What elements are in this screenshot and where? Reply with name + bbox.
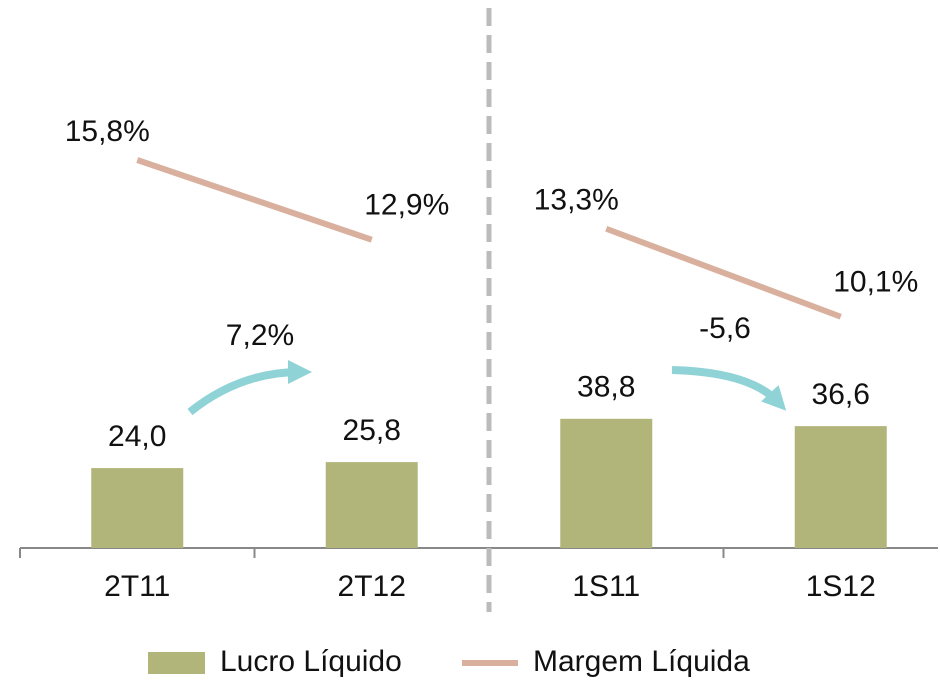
data-label: 15,8% [65,115,150,148]
growth-arrow [187,360,312,416]
bar [325,462,418,548]
decline-arrow [671,366,787,411]
x-tick-label: 1S12 [806,570,876,603]
data-label: 13,3% [534,184,619,217]
legend-label: Lucro Líquido [220,645,402,678]
data-label: 38,8 [577,371,635,404]
annotation: -5,6 [699,312,751,345]
x-tick-label: 2T12 [338,570,406,603]
line [605,225,842,320]
line [136,157,373,243]
data-label: 36,6 [812,378,870,411]
bar [794,426,887,548]
x-tick-label: 2T11 [104,570,170,603]
data-label: 24,0 [108,420,166,453]
x-tick-label: 1S11 [572,570,640,603]
annotation: 7,2% [226,319,294,352]
data-label: 25,8 [343,414,401,447]
data-label: 12,9% [364,189,449,222]
bar [91,468,184,548]
legend-label: Margem Líquida [533,645,750,678]
bar [560,418,653,548]
legend-swatch [148,652,205,674]
data-label: 10,1% [833,266,918,299]
